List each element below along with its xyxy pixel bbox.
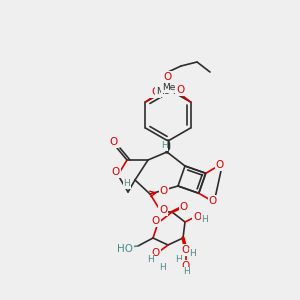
Text: Me: Me: [156, 88, 169, 97]
Text: O: O: [193, 212, 201, 222]
Text: HO: HO: [117, 244, 133, 254]
Text: H: H: [183, 268, 189, 277]
Text: O: O: [181, 245, 189, 255]
Text: O: O: [159, 205, 167, 215]
Text: O: O: [152, 87, 160, 97]
Text: H: H: [175, 256, 182, 265]
Text: O: O: [176, 85, 184, 95]
Text: H: H: [160, 262, 167, 272]
Text: O: O: [182, 261, 190, 271]
Text: H: H: [160, 142, 167, 151]
Text: H: H: [147, 254, 153, 263]
Text: O: O: [160, 186, 168, 196]
Text: O: O: [180, 202, 188, 212]
Text: O: O: [112, 167, 120, 177]
Text: O: O: [152, 248, 160, 258]
Text: O: O: [152, 216, 160, 226]
Text: O: O: [164, 72, 172, 82]
Text: O: O: [216, 160, 224, 170]
Text: O: O: [109, 137, 117, 147]
Text: H: H: [190, 248, 196, 257]
Text: H: H: [124, 179, 130, 188]
Text: Me: Me: [162, 83, 175, 92]
Text: H: H: [202, 214, 208, 224]
Text: O: O: [208, 196, 217, 206]
